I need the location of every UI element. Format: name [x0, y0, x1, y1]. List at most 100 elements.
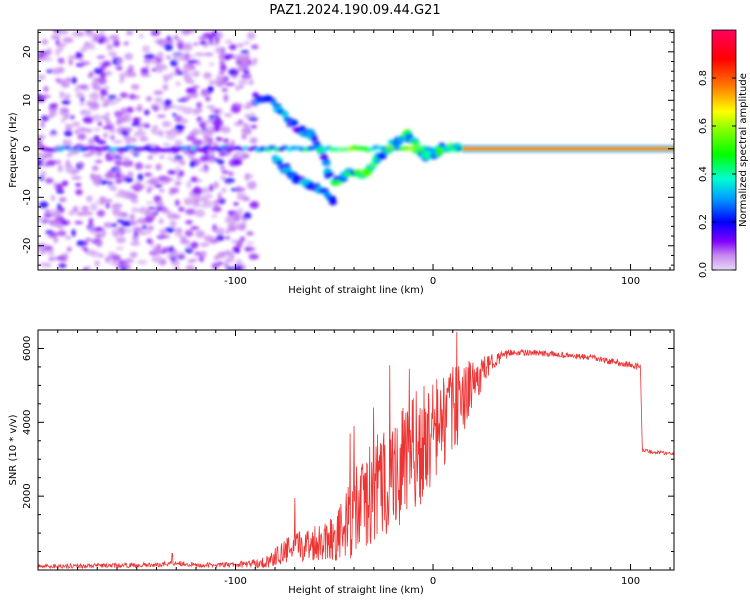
noise-blob	[203, 235, 214, 242]
y-tick-label: 4000	[22, 410, 33, 435]
noise-blob	[221, 87, 229, 92]
noise-blob	[175, 81, 181, 86]
noise-blob	[38, 57, 46, 62]
noise-blob	[235, 103, 243, 107]
noise-blob	[102, 61, 112, 67]
noise-blob	[156, 200, 164, 207]
noise-blob	[63, 115, 69, 120]
noise-blob	[116, 116, 128, 123]
noise-blob	[205, 128, 216, 134]
spectrogram-image	[38, 30, 674, 270]
noise-blob	[238, 79, 249, 85]
noise-blob	[227, 171, 234, 177]
noise-blob	[170, 260, 181, 266]
noise-blob	[237, 54, 247, 62]
noise-blob	[215, 82, 224, 88]
noise-blob	[242, 70, 250, 74]
noise-blob	[248, 79, 254, 86]
noise-blob	[189, 131, 196, 137]
noise-blob	[115, 192, 126, 198]
noise-blob	[85, 249, 96, 256]
noise-blob	[175, 166, 180, 174]
noise-blob	[126, 30, 134, 36]
x-tick-label: 100	[621, 576, 640, 587]
noise-blob	[146, 209, 151, 215]
noise-blob	[93, 227, 104, 232]
noise-blob	[92, 127, 101, 132]
noise-blob	[83, 41, 91, 48]
noise-blob	[212, 118, 224, 127]
noise-blob	[154, 97, 163, 103]
noise-blob	[244, 173, 250, 181]
noise-blob	[103, 98, 113, 104]
noise-blob	[167, 169, 177, 175]
noise-blob	[151, 255, 163, 263]
noise-blob	[252, 57, 258, 63]
noise-blob	[50, 130, 57, 134]
noise-blob	[80, 46, 87, 53]
noise-blob	[123, 258, 135, 264]
noise-blob	[44, 209, 51, 216]
noise-blob	[188, 54, 196, 58]
noise-blob	[85, 128, 93, 134]
noise-blob	[208, 114, 215, 119]
strong-carrier-line	[462, 145, 674, 153]
noise-blob	[248, 253, 259, 260]
noise-blob	[249, 201, 259, 209]
noise-blob	[142, 45, 151, 53]
noise-blob	[194, 209, 206, 218]
noise-blob	[90, 173, 96, 181]
signal-blob	[290, 120, 299, 126]
noise-blob	[132, 117, 140, 124]
noise-blob	[134, 94, 140, 100]
noise-blob	[220, 176, 226, 180]
noise-blob	[158, 218, 164, 225]
noise-blob	[218, 152, 226, 157]
noise-blob	[174, 115, 183, 123]
noise-blob	[181, 118, 189, 124]
noise-blob	[94, 159, 103, 164]
noise-blob	[224, 229, 231, 234]
noise-blob	[208, 184, 214, 192]
noise-blob	[78, 161, 85, 168]
noise-blob	[121, 220, 132, 227]
noise-blob	[152, 124, 159, 131]
noise-blob	[174, 66, 181, 74]
signal-blob	[280, 110, 289, 118]
noise-blob	[243, 40, 251, 46]
noise-blob	[88, 217, 94, 225]
noise-blob	[156, 107, 161, 111]
noise-blob	[250, 124, 258, 129]
noise-blob	[38, 243, 46, 252]
noise-blob	[140, 67, 149, 75]
noise-blob	[39, 201, 49, 209]
noise-blob	[64, 235, 72, 240]
noise-blob	[182, 106, 194, 115]
noise-blob	[213, 181, 220, 189]
noise-blob	[128, 93, 137, 100]
noise-blob	[113, 139, 123, 144]
noise-blob	[163, 105, 168, 111]
noise-blob	[131, 122, 142, 127]
noise-blob	[242, 218, 247, 224]
noise-blob	[248, 180, 257, 186]
noise-blob	[58, 60, 65, 64]
noise-blob	[130, 199, 139, 204]
noise-blob	[213, 255, 220, 261]
signal-blob	[287, 171, 298, 177]
spectrogram-frame	[37, 29, 675, 271]
noise-blob	[123, 215, 129, 219]
y-tick-label: 0	[22, 146, 33, 152]
noise-blob	[43, 213, 53, 218]
noise-blob	[66, 246, 72, 252]
noise-blob	[199, 122, 207, 129]
noise-blob	[198, 35, 208, 41]
colorbar-gradient	[711, 29, 737, 271]
noise-blob	[105, 112, 111, 116]
noise-blob	[177, 98, 188, 102]
noise-blob	[61, 83, 70, 88]
snr-x-tick-labels: -100 0 100	[224, 576, 640, 587]
signal-blob	[374, 159, 382, 164]
noise-blob	[41, 39, 49, 45]
snr-y-axis-label: SNR (10 * v/v)	[8, 414, 19, 485]
